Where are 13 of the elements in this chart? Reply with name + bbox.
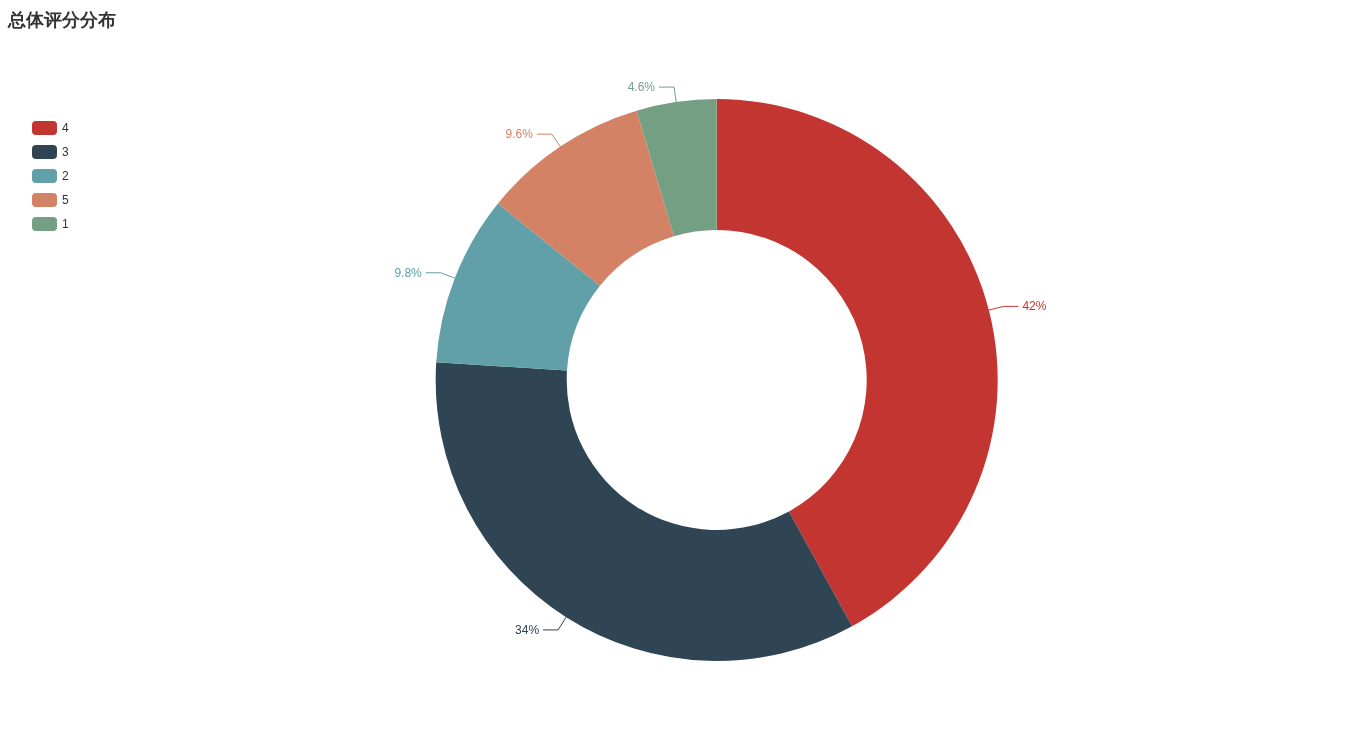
donut-slice — [497, 110, 674, 286]
data-label: 9.8% — [394, 265, 423, 280]
legend-label: 4 — [62, 120, 69, 137]
data-label: 4.6% — [627, 80, 656, 95]
data-label: 9.6% — [505, 127, 534, 142]
donut-slice — [436, 362, 853, 661]
legend-label: 3 — [62, 144, 69, 161]
data-label: 42% — [1022, 299, 1047, 314]
legend-label: 1 — [62, 216, 69, 233]
chart-title: 总体评分分布 — [8, 9, 116, 32]
legend-label: 2 — [62, 168, 69, 185]
data-label: 34% — [515, 622, 540, 637]
legend-label: 5 — [62, 192, 69, 209]
